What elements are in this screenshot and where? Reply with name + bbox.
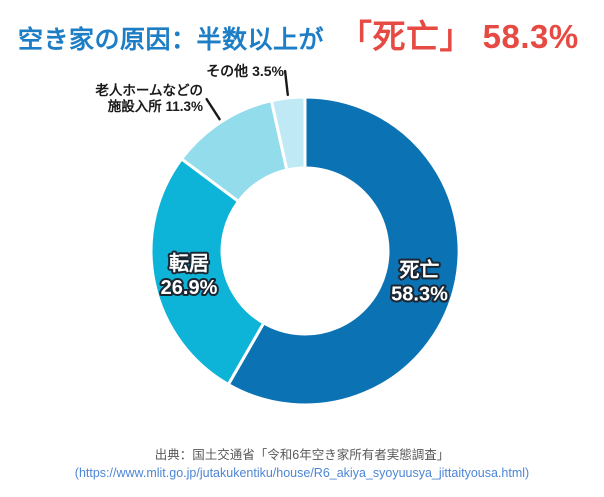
title-main-text: 空き家の原因：半数以上が — [18, 26, 325, 54]
donut-slice-0 — [226, 95, 461, 407]
ext-label-other-line: その他 3.5% — [206, 63, 284, 79]
slice-label-1: 転居 26.9% — [161, 252, 218, 299]
leader-line-2 — [205, 97, 221, 121]
ext-label-nursing-home-line1: 老人ホームなどの — [95, 83, 203, 98]
slice-label-0: 死亡 58.3% — [391, 258, 448, 306]
donut-slice-3 — [269, 95, 307, 172]
ext-label-nursing-home: 老人ホームなどの 施設入所 11.3% — [95, 83, 203, 115]
title-highlight-text: 「死亡」 58.3% — [339, 18, 579, 55]
donut-slice-1 — [149, 157, 266, 386]
leader-line-3 — [283, 69, 289, 97]
ext-label-nursing-home-line2: 施設入所 11.3% — [107, 99, 203, 114]
source-link[interactable]: (https://www.mlit.go.jp/jutakukentiku/ho… — [74, 466, 530, 480]
ext-label-other: その他 3.5% — [206, 61, 284, 81]
source-block: 出典：国土交通省「令和6年空き家所有者実態調査」 (https://www.ml… — [0, 444, 604, 480]
page-title: 空き家の原因：半数以上が 「死亡」 58.3% — [18, 10, 579, 58]
source-text: 出典：国土交通省「令和6年空き家所有者実態調査」 — [154, 448, 450, 462]
